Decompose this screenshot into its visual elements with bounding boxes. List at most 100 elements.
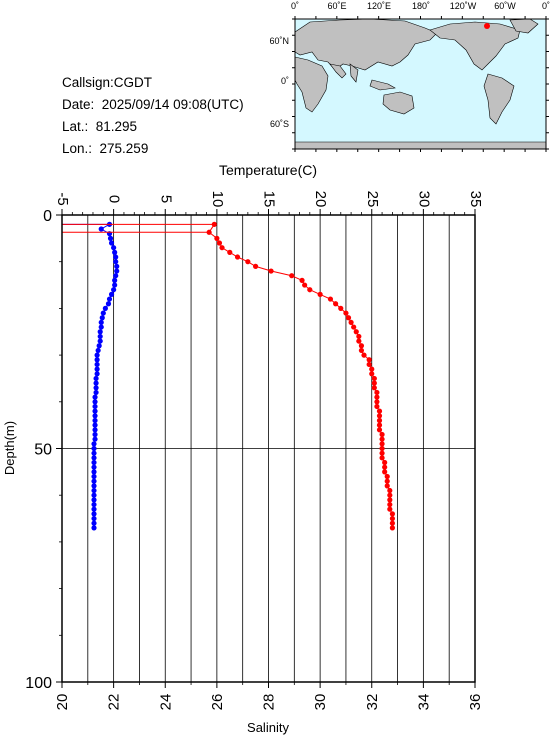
longitude-text: Lon.: 275.259 xyxy=(62,141,149,156)
salinity-point xyxy=(345,315,352,321)
temperature-point xyxy=(92,403,98,410)
temperature-point xyxy=(91,459,97,466)
temperature-point xyxy=(106,296,113,302)
salinity-point xyxy=(379,441,385,447)
salinity-tick-label: 22 xyxy=(106,694,123,711)
salinity-point xyxy=(245,259,251,265)
temperature-point xyxy=(91,473,97,480)
temperature-point xyxy=(94,361,100,368)
temperature-axis-label: Temperature(C) xyxy=(219,162,317,178)
temperature-point xyxy=(97,333,103,340)
temperature-point xyxy=(91,525,97,531)
temperature-point xyxy=(97,338,103,344)
map-lon-label: 180˚ xyxy=(412,1,430,11)
temperature-tick-label: -5 xyxy=(54,192,71,205)
temperature-point xyxy=(99,315,105,321)
salinity-point xyxy=(376,422,383,428)
salinity-point xyxy=(371,375,377,382)
salinity-point xyxy=(379,455,385,461)
temperature-point xyxy=(91,445,97,452)
salinity-point xyxy=(382,464,388,470)
temperature-point xyxy=(113,273,119,279)
temperature-point xyxy=(91,520,97,526)
temperature-point xyxy=(92,436,98,442)
salinity-point xyxy=(216,240,223,246)
salinity-tick-label: 32 xyxy=(364,694,381,711)
salinity-point xyxy=(219,245,225,251)
temperature-point xyxy=(98,226,104,232)
temperature-tick-label: 30 xyxy=(415,191,432,208)
salinity-point xyxy=(389,520,395,526)
temperature-point xyxy=(102,305,108,311)
salinity-point xyxy=(307,287,313,293)
temperature-point xyxy=(113,254,119,260)
chart-series xyxy=(62,221,395,531)
temperature-tick-label: 35 xyxy=(467,191,484,208)
salinity-point xyxy=(317,291,323,297)
temperature-point xyxy=(91,455,97,461)
temperature-point xyxy=(92,422,98,428)
salinity-point xyxy=(289,273,295,279)
temperature-point xyxy=(111,287,117,293)
temperature-point xyxy=(108,291,115,297)
temperature-point xyxy=(91,515,97,522)
temperature-axis: -5 0 5 10 15 20 25 30 35 xyxy=(54,191,484,215)
temperature-point xyxy=(91,497,97,503)
salinity-point xyxy=(371,385,377,391)
temperature-point xyxy=(91,478,97,484)
salinity-point xyxy=(327,296,334,302)
temperature-tick-label: 25 xyxy=(364,191,381,208)
salinity-point xyxy=(384,483,390,489)
salinity-point xyxy=(379,445,385,452)
temperature-point xyxy=(114,268,120,274)
salinity-point xyxy=(389,511,395,517)
plot-frame xyxy=(61,214,476,683)
salinity-point xyxy=(343,310,349,316)
temperature-point xyxy=(98,319,104,326)
temperature-point xyxy=(91,492,97,498)
temperature-point xyxy=(94,371,100,377)
salinity-point xyxy=(387,497,393,503)
chart-grid xyxy=(62,215,475,682)
salinity-point xyxy=(387,501,393,508)
temperature-point xyxy=(91,511,97,517)
temperature-point xyxy=(94,357,100,363)
temperature-point xyxy=(91,483,97,489)
salinity-point xyxy=(299,277,305,283)
temperature-point xyxy=(108,240,115,246)
callsign-text: Callsign:CGDT xyxy=(62,75,153,90)
map-lon-label: 120˚E xyxy=(367,1,391,11)
salinity-tick-label: 20 xyxy=(54,694,71,711)
temperature-point xyxy=(91,506,97,512)
salinity-point xyxy=(211,221,217,227)
temperature-point xyxy=(91,501,97,508)
salinity-point xyxy=(234,254,241,260)
temperature-point xyxy=(95,347,101,354)
salinity-point xyxy=(358,343,365,349)
salinity-point xyxy=(382,469,388,475)
salinity-point xyxy=(376,413,383,419)
temperature-point xyxy=(111,245,117,251)
salinity-point xyxy=(361,352,367,358)
salinity-point xyxy=(376,417,383,424)
salinity-point xyxy=(389,515,395,522)
temperature-point xyxy=(107,235,114,241)
salinity-point xyxy=(384,478,390,484)
map-lon-label: 60˚W xyxy=(494,1,516,11)
salinity-tick-label: 26 xyxy=(209,694,226,711)
map-lon-label: 0˚ xyxy=(542,1,550,11)
salinity-point xyxy=(214,235,220,241)
temperature-point xyxy=(92,399,98,405)
salinity-point xyxy=(387,487,393,494)
temperature-point xyxy=(113,259,119,265)
salinity-point xyxy=(206,229,212,235)
salinity-point xyxy=(376,427,383,433)
temperature-point xyxy=(112,249,118,255)
salinity-point xyxy=(353,329,359,335)
salinity-tick-label: 36 xyxy=(467,694,484,711)
temperature-point xyxy=(92,427,98,433)
temperature-point xyxy=(93,385,99,391)
salinity-point xyxy=(379,450,385,456)
station-marker xyxy=(484,23,490,29)
